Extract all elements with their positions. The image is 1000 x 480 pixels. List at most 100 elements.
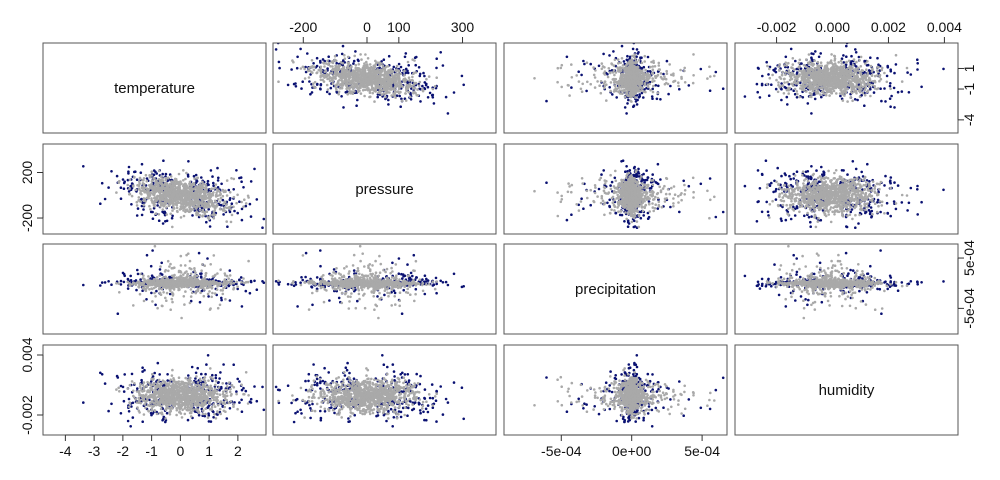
background-point (807, 53, 811, 56)
background-point (820, 82, 823, 86)
background-point (775, 78, 778, 82)
background-point (865, 68, 868, 71)
background-point (871, 83, 874, 87)
background-point (870, 74, 874, 77)
background-point (323, 65, 326, 68)
background-point (577, 80, 581, 83)
background-point (630, 88, 634, 92)
highlight-point (277, 60, 281, 64)
background-point (408, 79, 411, 82)
highlight-point (625, 112, 628, 115)
background-point (784, 61, 787, 64)
highlight-point (356, 58, 360, 62)
background-point (858, 71, 862, 75)
background-point (806, 61, 810, 64)
background-point (630, 75, 634, 79)
background-point (819, 74, 822, 78)
highlight-point (255, 198, 259, 201)
background-point (151, 179, 154, 182)
background-point (617, 62, 620, 65)
background-point (826, 86, 829, 90)
background-point (637, 69, 641, 73)
background-point (630, 71, 633, 75)
background-point (826, 68, 829, 71)
background-point (824, 93, 828, 97)
background-point (889, 87, 892, 91)
background-point (787, 61, 790, 65)
background-point (406, 87, 410, 91)
background-point (666, 82, 670, 86)
highlight-point (854, 65, 858, 68)
background-point (144, 173, 148, 177)
background-point (810, 74, 813, 78)
background-point (680, 77, 683, 80)
highlight-point (854, 51, 858, 54)
background-point (833, 76, 836, 80)
background-point (171, 225, 174, 229)
background-point (403, 74, 406, 77)
highlight-point (140, 204, 144, 208)
background-point (793, 87, 797, 91)
highlight-point (620, 44, 624, 48)
background-point (345, 87, 348, 90)
background-point (822, 92, 826, 95)
highlight-point (232, 188, 235, 191)
background-point (851, 66, 854, 70)
background-point (370, 77, 374, 80)
background-point (607, 67, 611, 70)
background-point (651, 68, 655, 71)
background-point (135, 204, 139, 207)
highlight-point (659, 98, 662, 101)
highlight-point (801, 96, 805, 99)
background-point (132, 185, 135, 188)
background-point (142, 177, 146, 180)
highlight-point (580, 73, 583, 77)
background-point (811, 64, 815, 67)
highlight-point (784, 55, 788, 59)
background-point (605, 99, 608, 102)
background-point (656, 91, 660, 95)
highlight-point (304, 70, 308, 74)
background-point (347, 78, 351, 81)
background-point (368, 91, 372, 94)
highlight-point (907, 91, 911, 94)
highlight-point (435, 57, 439, 60)
background-point (396, 84, 399, 87)
background-point (393, 82, 397, 85)
highlight-point (814, 50, 817, 53)
background-point (376, 68, 379, 71)
background-point (225, 220, 228, 223)
background-point (140, 192, 143, 196)
highlight-point (909, 73, 913, 76)
background-point (169, 212, 172, 216)
highlight-point (328, 92, 331, 96)
background-point (560, 63, 564, 67)
highlight-point (414, 63, 418, 67)
highlight-point (760, 82, 764, 86)
background-point (347, 73, 350, 76)
background-point (362, 77, 366, 80)
background-point (786, 80, 789, 84)
background-point (823, 72, 827, 75)
background-point (850, 87, 854, 91)
background-point (803, 69, 806, 73)
highlight-point (857, 55, 861, 59)
background-point (791, 63, 795, 66)
highlight-point (278, 66, 281, 70)
highlight-point (418, 74, 422, 78)
background-point (629, 80, 632, 84)
background-point (229, 205, 233, 208)
background-point (602, 82, 606, 85)
background-point (809, 84, 813, 87)
highlight-point (637, 96, 641, 99)
background-point (885, 80, 889, 84)
background-point (370, 87, 374, 90)
highlight-point (608, 54, 611, 57)
background-point (193, 177, 196, 180)
background-point (369, 82, 372, 86)
highlight-point (786, 103, 789, 106)
background-point (840, 81, 843, 85)
background-point (291, 59, 294, 62)
background-point (827, 84, 831, 87)
panel-temperature-vs-pressure (272, 42, 497, 134)
